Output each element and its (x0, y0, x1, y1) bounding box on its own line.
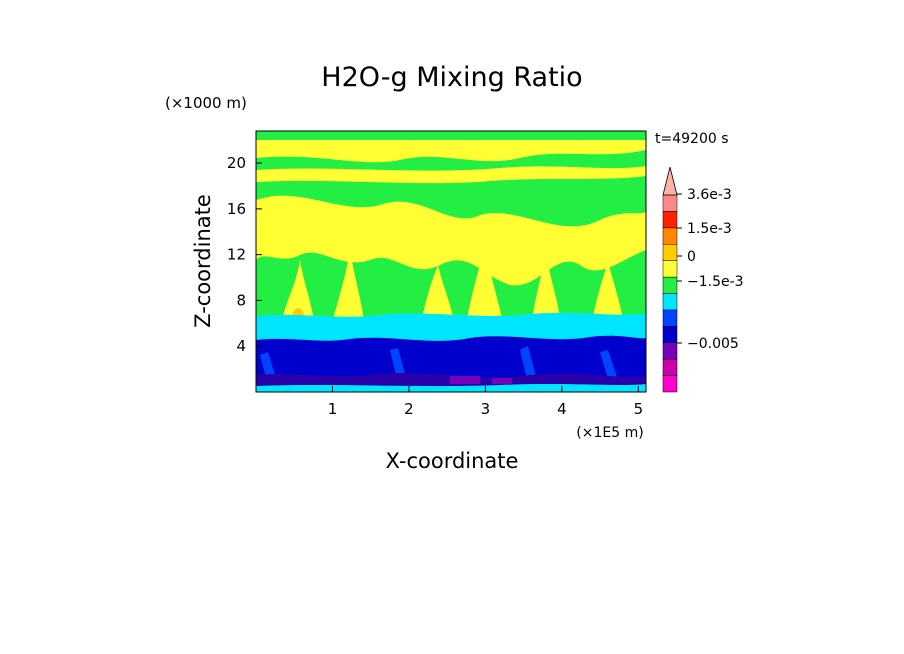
x-tick-label: 2 (404, 400, 414, 418)
contour-field (256, 131, 646, 392)
y-tick-label: 4 (236, 337, 246, 355)
yellow-patch-band (256, 166, 646, 184)
y-tick-label: 20 (227, 154, 246, 172)
colorbar-label: 0 (687, 249, 696, 265)
time-label: t=49200 s (655, 131, 729, 147)
y-tick-label: 12 (227, 246, 246, 264)
plume (465, 250, 505, 330)
colorbar-swatch (662, 227, 678, 245)
colorbar-swatch (662, 211, 678, 229)
colorbar-swatch (662, 358, 678, 376)
x-axis-label: X-coordinate (386, 449, 519, 473)
y-tick-label: 16 (227, 200, 246, 218)
plume (280, 260, 315, 330)
layer-cyan (256, 312, 646, 345)
y-axis-label: Z-coordinate (191, 194, 215, 328)
chart-title: H2O-g Mixing Ratio (321, 62, 582, 93)
yellow-patch-upper (256, 195, 646, 286)
colorbar-swatch (662, 194, 678, 212)
y-tick-label: 8 (236, 291, 246, 309)
plot-frame (255, 130, 647, 393)
yellow-patch-top (256, 140, 646, 163)
y-unit-label: (×1000 m) (165, 94, 247, 112)
colorbar-swatch (662, 326, 678, 344)
base-fringe (256, 384, 646, 392)
x-tick-label: 3 (481, 400, 491, 418)
x-tick-label: 1 (328, 400, 338, 418)
plume (330, 250, 365, 330)
colorbar: 3.6e-3 1.5e-3 0 −1.5e-3 −0.005 (662, 166, 744, 393)
colorbar-swatch (662, 276, 678, 294)
colorbar-arrow (662, 166, 678, 196)
colorbar-label: 3.6e-3 (687, 187, 732, 203)
colorbar-swatch (662, 309, 678, 327)
purple-spot (492, 378, 512, 384)
x-unit-label: (×1E5 m) (576, 425, 643, 441)
y-axis: 4 8 12 16 20 (227, 154, 262, 355)
plume (590, 262, 625, 330)
colorbar-label: −1.5e-3 (687, 274, 744, 290)
purple-spot (450, 376, 480, 384)
colorbar-swatch (662, 375, 678, 393)
plume (420, 265, 456, 330)
colorbar-label: 1.5e-3 (687, 221, 732, 237)
colorbar-label: −0.005 (687, 336, 739, 352)
x-tick-label: 4 (557, 400, 567, 418)
plume (530, 255, 562, 330)
x-tick-label: 5 (634, 400, 644, 418)
colorbar-swatch (662, 293, 678, 311)
colorbar-swatch (662, 244, 678, 261)
colorbar-swatch (662, 342, 678, 360)
x-axis: 1 2 3 4 5 (328, 386, 643, 418)
colorbar-swatch (662, 260, 678, 278)
